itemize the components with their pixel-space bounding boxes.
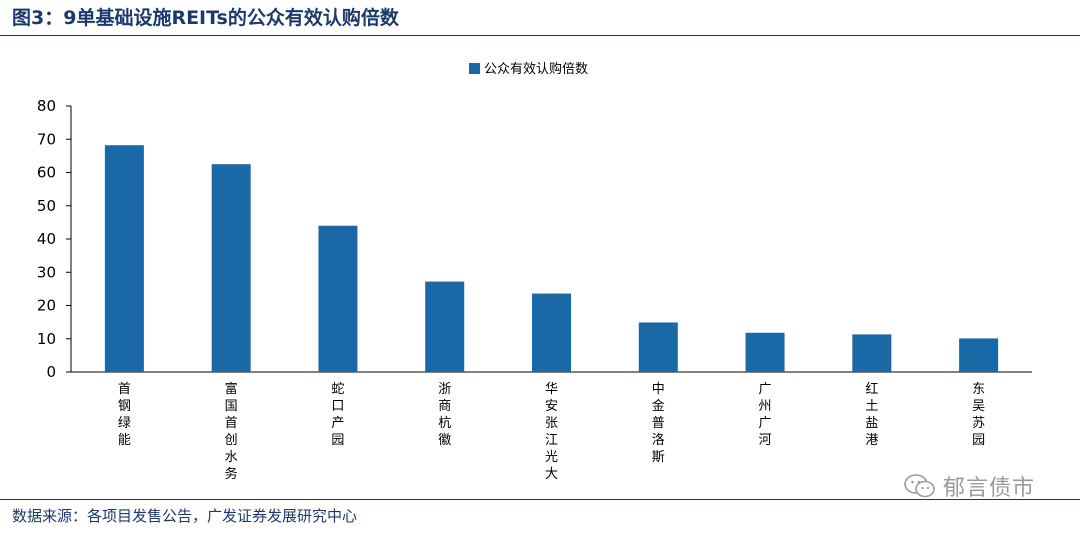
bar-chart: 公众有效认购倍数 0 10 20 30 40 50 60 70 80 首钢绿能 富国首创水务 蛇口产… bbox=[37, 61, 1032, 482]
y-tick-label: 30 bbox=[37, 263, 56, 281]
chart-legend: 公众有效认购倍数 bbox=[469, 61, 588, 77]
bar bbox=[211, 164, 251, 372]
bars bbox=[104, 145, 999, 372]
figure-title: 图3：9单基础设施REITs的公众有效认购倍数 bbox=[12, 7, 399, 29]
bar bbox=[104, 145, 144, 372]
bar bbox=[532, 293, 571, 372]
x-category-label: 华安张江光大 bbox=[545, 382, 558, 482]
x-category-label: 富国首创水务 bbox=[225, 381, 238, 482]
y-tick-label: 10 bbox=[37, 330, 56, 348]
y-tick-label: 60 bbox=[37, 164, 56, 182]
x-category-label: 红土盐港 bbox=[865, 381, 878, 448]
watermark: 郁言债市 bbox=[903, 470, 1035, 502]
bar bbox=[852, 334, 892, 372]
wechat-icon bbox=[904, 474, 935, 498]
footer-divider bbox=[0, 499, 1080, 500]
bar bbox=[318, 225, 358, 372]
bar bbox=[638, 322, 678, 372]
source-note: 数据来源：各项目发售公告，广发证券发展研究中心 bbox=[12, 507, 358, 525]
y-tick-label: 40 bbox=[37, 230, 56, 248]
x-axis-labels: 首钢绿能 富国首创水务 蛇口产园 浙商杭徽 华安张江光大 中金普洛斯 广州广河 红土盐港 东吴苏… bbox=[118, 381, 985, 482]
y-tick-label: 50 bbox=[37, 197, 56, 215]
y-tick-label: 80 bbox=[37, 97, 56, 115]
x-category-label: 首钢绿能 bbox=[118, 382, 131, 448]
legend-swatch bbox=[469, 63, 480, 74]
x-category-label: 东吴苏园 bbox=[972, 382, 985, 448]
x-category-label: 广州广河 bbox=[759, 382, 772, 448]
legend-label: 公众有效认购倍数 bbox=[484, 61, 588, 77]
bar bbox=[959, 338, 999, 372]
x-category-label: 中金普洛斯 bbox=[652, 382, 665, 465]
x-category-label: 蛇口产园 bbox=[331, 382, 344, 448]
title-divider bbox=[0, 35, 1080, 36]
bar bbox=[745, 332, 785, 372]
bar bbox=[425, 281, 465, 372]
watermark-text: 郁言债市 bbox=[943, 476, 1036, 501]
x-category-label: 浙商杭徽 bbox=[438, 382, 451, 448]
y-axis-ticks: 0 10 20 30 40 50 60 70 80 bbox=[37, 97, 71, 381]
y-tick-label: 0 bbox=[46, 363, 56, 381]
y-tick-label: 70 bbox=[37, 130, 56, 148]
y-tick-label: 20 bbox=[37, 297, 56, 315]
